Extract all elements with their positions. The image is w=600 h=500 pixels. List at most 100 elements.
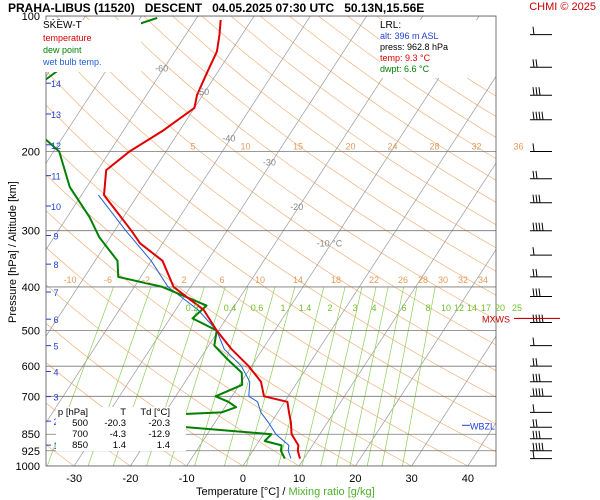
wind-barb <box>530 194 552 204</box>
isotherm-label: -20 <box>290 202 303 212</box>
dewpoint-line <box>46 16 286 460</box>
dry-adiabat-line <box>376 16 496 97</box>
dry-adiabat-line <box>46 70 496 398</box>
theta-label: 34 <box>478 275 488 285</box>
wind-barb-feather <box>535 419 538 428</box>
pressure-tick-label: 500 <box>22 326 40 338</box>
altitude-tick-label: 9 <box>53 231 58 241</box>
isotherm-line <box>242 75 496 466</box>
wind-barb-feather <box>535 388 538 397</box>
legend-item-wetbulb: wet bulb temp. <box>43 57 102 67</box>
wind-barb-feather <box>532 373 535 382</box>
chart-series <box>46 16 301 460</box>
temperature-tick-label: 30 <box>406 473 418 485</box>
altitude-tick-label: 8 <box>53 260 58 270</box>
altitude-tick-label: 10 <box>51 202 61 212</box>
theta-label: 18 <box>331 275 341 285</box>
isotherm-line <box>46 16 255 337</box>
theta-label: 15 <box>293 141 303 151</box>
wetbulb-line <box>98 194 292 459</box>
table-cell: 700 <box>72 429 88 440</box>
level-table: p [hPa] T Td [°C] 500 -20.3 -20.3 700 -4… <box>56 407 186 451</box>
wind-barb-feather <box>535 194 538 203</box>
temperature-tick-label: 10 <box>293 473 305 485</box>
temperature-tick-label: 0 <box>240 473 246 485</box>
theta-label: 10 <box>255 275 265 285</box>
temperature-tick-label: 40 <box>462 473 474 485</box>
station-name: PRAHA-LIBUS (11520) <box>8 1 135 15</box>
dry-adiabat-line <box>259 16 496 181</box>
chart-header: PRAHA-LIBUS (11520) DESCENT 04.05.2025 0… <box>8 1 424 15</box>
wind-barb-feather <box>541 388 544 397</box>
wind-barb-feather <box>541 442 544 451</box>
theta-label: 26 <box>398 275 408 285</box>
dry-adiabat-line <box>85 16 496 321</box>
dry-adiabat-line <box>318 16 496 138</box>
dry-adiabat-line <box>46 36 496 371</box>
theta-label: -2 <box>142 275 150 285</box>
table-cell: 850 <box>72 440 88 451</box>
wind-barb-feather <box>541 111 544 120</box>
wind-barb-feather <box>538 388 541 397</box>
mixing-ratio-label: 4 <box>371 303 376 313</box>
legend-item-dewpoint: dew point <box>43 45 82 55</box>
wind-barb <box>530 373 552 383</box>
wind-barb-feather <box>538 430 541 439</box>
wbzl-label: WBZL <box>470 421 495 431</box>
mixing-ratio-label: 25 <box>512 303 522 313</box>
mixing-ratio-line <box>381 286 418 466</box>
legend-title: SKEW-T <box>43 20 82 31</box>
theta-label: 5 <box>190 141 195 151</box>
pressure-tick-label: 925 <box>22 446 40 458</box>
mixing-ratio-label: 10 <box>441 303 451 313</box>
mixing-ratio-label: 20 <box>495 303 505 313</box>
wind-barb-feather <box>532 247 535 256</box>
mixing-ratio-label: 8 <box>425 303 430 313</box>
altitude-tick-label: 12 <box>51 141 61 151</box>
wind-barb <box>530 337 552 347</box>
isotherm-line <box>130 16 424 466</box>
wind-barb-feather <box>532 268 535 277</box>
wind-barb-feather <box>538 288 541 297</box>
wind-barb <box>530 87 552 96</box>
wind-barb <box>530 143 552 152</box>
wind-barb <box>530 111 552 121</box>
theta-label: 32 <box>471 141 481 151</box>
isotherm-label: -10 °C <box>317 238 343 248</box>
temperature-tick-label: -30 <box>66 473 82 485</box>
pressure-tick-label: 400 <box>22 282 40 294</box>
wind-barb-feather <box>532 194 535 203</box>
altitude-tick-label: 4 <box>53 367 58 377</box>
table-row: 850 1.4 1.4 <box>56 440 186 451</box>
altitude-tick-label: 13 <box>51 110 61 120</box>
pressure-tick-label: 700 <box>22 391 40 403</box>
theta-label: -6 <box>104 275 112 285</box>
wind-barb <box>530 404 552 413</box>
chart-grid <box>46 16 496 466</box>
isotherm-line <box>46 16 199 251</box>
theta-label: 36 <box>513 141 523 151</box>
wind-barb-feather <box>532 170 535 179</box>
temperature-tick-label: -20 <box>122 473 138 485</box>
lrl-dwpt: dwpt: 6.6 °C <box>380 64 430 74</box>
wind-barb-feather <box>532 26 535 35</box>
wind-barb <box>530 358 552 367</box>
wind-barb-feather <box>532 337 535 346</box>
pressure-tick-label: 850 <box>22 429 40 441</box>
dry-adiabat-line <box>46 104 496 425</box>
grid-labels: -80-70-60-50-40-30-20-10 °C5101520242832… <box>63 32 560 431</box>
isotherm-line <box>355 249 496 466</box>
temperature-tick-label: -10 <box>179 473 195 485</box>
wind-barb <box>530 222 552 232</box>
mixing-ratio-label: 0.6 <box>251 303 264 313</box>
wind-barb <box>530 26 552 36</box>
mixing-ratio-line <box>224 286 276 466</box>
wind-barb <box>530 442 552 452</box>
mixing-ratio-line <box>320 286 363 466</box>
mixing-ratio-line <box>301 286 346 466</box>
theta-label: -10 <box>63 275 76 285</box>
theta-label: 30 <box>438 275 448 285</box>
isotherm-line <box>46 16 311 424</box>
